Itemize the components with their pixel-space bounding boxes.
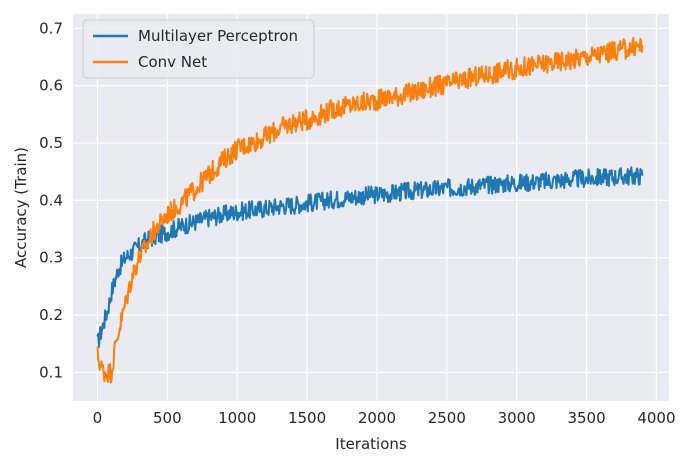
- x-tick-label: 1000: [218, 409, 256, 427]
- y-tick-label: 0.4: [39, 191, 63, 209]
- legend-label-conv-net: Conv Net: [138, 53, 207, 71]
- x-tick-label: 2000: [358, 409, 396, 427]
- series-line-conv-net: [96, 36, 644, 384]
- x-tick-label: 3500: [567, 409, 605, 427]
- y-tick-label: 0.7: [39, 19, 63, 37]
- x-axis-label: Iterations: [335, 435, 407, 453]
- x-tick-label: 2500: [428, 409, 466, 427]
- x-tick-label: 4000: [637, 409, 675, 427]
- x-tick-label: 3000: [498, 409, 536, 427]
- y-tick-label: 0.1: [39, 363, 63, 381]
- y-axis-label: Accuracy (Train): [12, 147, 30, 268]
- series-layer: [96, 36, 644, 384]
- x-tick-label: 500: [153, 409, 182, 427]
- y-axis-ticks: 0.1 0.2 0.3 0.4 0.5 0.6 0.7: [39, 19, 63, 381]
- series-line-multilayer-perceptron: [96, 166, 644, 348]
- legend-label-multilayer-perceptron: Multilayer Perceptron: [138, 27, 298, 45]
- y-tick-label: 0.6: [39, 77, 63, 95]
- y-tick-label: 0.5: [39, 134, 63, 152]
- x-axis-ticks: 0 500 1000 1500 2000 2500 3000 3500 4000: [93, 409, 676, 427]
- legend-box: [82, 19, 315, 79]
- x-tick-label: 1500: [288, 409, 326, 427]
- y-tick-label: 0.3: [39, 249, 63, 267]
- y-tick-label: 0.2: [39, 306, 63, 324]
- x-tick-label: 0: [93, 409, 103, 427]
- legend: Multilayer Perceptron Conv Net: [82, 19, 315, 79]
